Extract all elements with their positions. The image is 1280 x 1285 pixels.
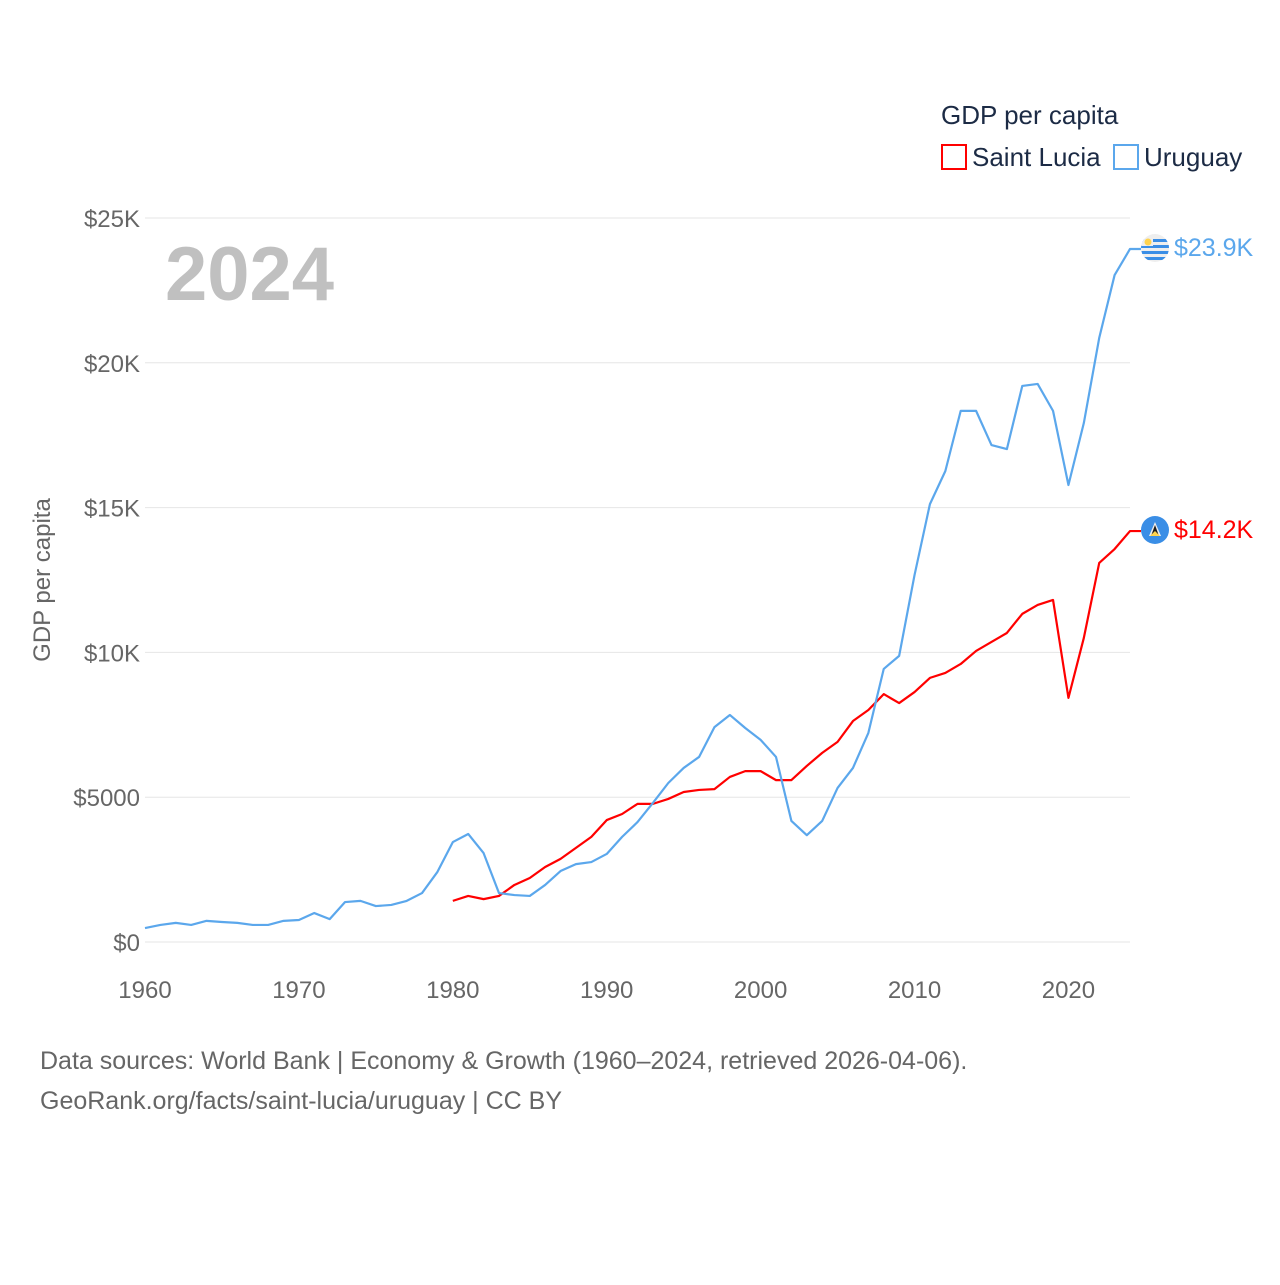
y-tick-label: $20K — [84, 351, 140, 378]
y-axis-ticks: $0 $5000 $10K $15K $20K $25K — [73, 206, 140, 957]
x-axis-ticks: 1960 1970 1980 1990 2000 2010 2020 — [118, 977, 1095, 1004]
legend: GDP per capita Saint Lucia Uruguay — [941, 100, 1242, 172]
legend-label: Uruguay — [1144, 142, 1242, 172]
uruguay-end-label: $23.9K — [1174, 234, 1254, 262]
gridlines — [145, 217, 1130, 943]
y-tick-label: $15K — [84, 496, 140, 523]
series-lines — [144, 247, 1141, 930]
x-tick-label: 1970 — [272, 977, 325, 1004]
year-watermark: 2024 — [165, 232, 334, 317]
y-tick-label: $0 — [113, 930, 140, 957]
legend-label: Saint Lucia — [972, 142, 1101, 172]
uruguay-flag-icon — [1141, 234, 1169, 262]
legend-item-uruguay[interactable]: Uruguay — [1113, 142, 1242, 172]
series-line-saint-lucia — [452, 529, 1141, 902]
saint-lucia-end-label: $14.2K — [1174, 516, 1254, 544]
legend-item-saint-lucia[interactable]: Saint Lucia — [941, 142, 1101, 172]
x-tick-label: 1990 — [580, 977, 633, 1004]
saint-lucia-flag-icon — [1141, 516, 1169, 544]
y-axis-label: GDP per capita — [29, 498, 56, 662]
y-tick-label: $5000 — [73, 785, 140, 812]
x-tick-label: 1960 — [118, 977, 171, 1004]
x-tick-label: 2020 — [1042, 977, 1095, 1004]
legend-title: GDP per capita — [941, 100, 1119, 130]
series-line-uruguay — [144, 247, 1141, 930]
y-tick-label: $25K — [84, 206, 140, 233]
y-tick-label: $10K — [84, 640, 140, 667]
x-tick-label: 2010 — [888, 977, 941, 1004]
footer-source: Data sources: World Bank | Economy & Gro… — [40, 1047, 967, 1075]
footer-link[interactable]: GeoRank.org/facts/saint-lucia/uruguay | … — [40, 1087, 562, 1115]
x-tick-label: 1980 — [426, 977, 479, 1004]
x-tick-label: 2000 — [734, 977, 787, 1004]
